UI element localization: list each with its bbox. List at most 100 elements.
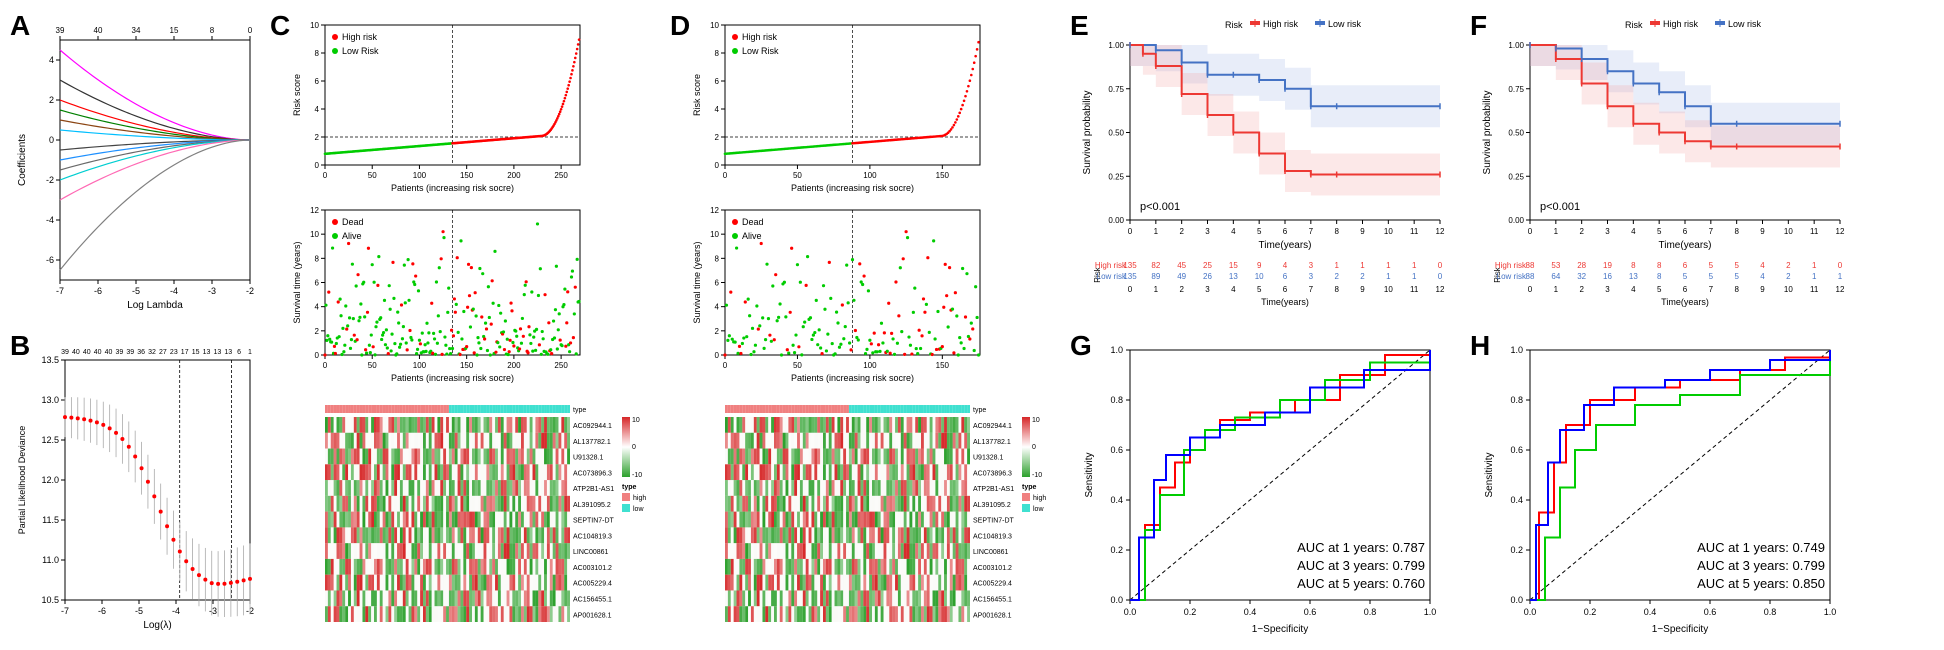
svg-text:200: 200 (507, 361, 521, 370)
svg-text:type: type (1022, 484, 1037, 491)
svg-text:2: 2 (1579, 227, 1584, 236)
panel-c: C 050100150200250Patients (increasing ri… (270, 10, 660, 640)
svg-text:8: 8 (210, 26, 215, 35)
panel-a-chart: -7-6-5-4-3-2Log Lambda-6-4-2024Coefficie… (10, 10, 260, 320)
svg-text:-10: -10 (1032, 472, 1042, 479)
svg-text:10: 10 (1784, 285, 1793, 294)
svg-text:53: 53 (1551, 261, 1560, 270)
panel-h: H 0.00.00.20.20.40.40.60.60.80.81.01.01−… (1470, 330, 1860, 640)
svg-text:6: 6 (1283, 227, 1288, 236)
panel-h-label: H (1470, 330, 1490, 362)
svg-text:13: 13 (224, 349, 232, 356)
svg-text:AC156455.1: AC156455.1 (973, 597, 1012, 604)
svg-text:39: 39 (126, 349, 134, 356)
svg-text:4: 4 (49, 55, 54, 65)
svg-text:1.0: 1.0 (1824, 607, 1837, 617)
svg-text:1: 1 (1334, 261, 1339, 270)
svg-text:6: 6 (315, 279, 320, 288)
svg-text:28: 28 (1577, 261, 1586, 270)
svg-text:11: 11 (1410, 285, 1419, 294)
panel-b: B -7-6-5-4-3-2Log(λ)10.511.011.512.012.5… (10, 330, 260, 640)
svg-text:-2: -2 (46, 175, 54, 185)
svg-text:9: 9 (1760, 227, 1765, 236)
svg-text:100: 100 (863, 171, 877, 180)
svg-text:AL137782.1: AL137782.1 (573, 439, 611, 446)
svg-text:8: 8 (1334, 227, 1339, 236)
svg-text:0.75: 0.75 (1108, 85, 1124, 94)
svg-text:0: 0 (49, 135, 54, 145)
svg-text:LINC00861: LINC00861 (573, 549, 609, 556)
svg-text:0.50: 0.50 (1108, 129, 1124, 138)
svg-text:50: 50 (793, 171, 802, 180)
svg-text:5: 5 (1734, 272, 1739, 281)
svg-text:AL391095.2: AL391095.2 (573, 502, 611, 509)
svg-text:8: 8 (715, 254, 720, 263)
svg-text:40: 40 (94, 349, 102, 356)
svg-text:-7: -7 (56, 286, 64, 296)
svg-text:13: 13 (213, 349, 221, 356)
svg-text:0.25: 0.25 (1108, 172, 1124, 181)
svg-text:1.0: 1.0 (1510, 345, 1523, 355)
panel-g-chart: 0.00.00.20.20.40.40.60.60.80.81.01.01−Sp… (1070, 330, 1460, 640)
svg-text:0: 0 (1128, 227, 1133, 236)
svg-text:-6: -6 (46, 255, 54, 265)
svg-text:0.8: 0.8 (1764, 607, 1777, 617)
svg-text:10: 10 (1784, 227, 1793, 236)
svg-text:Low risk: Low risk (1497, 272, 1527, 281)
svg-text:6: 6 (1283, 285, 1288, 294)
panel-c-label: C (270, 10, 290, 42)
svg-text:250: 250 (554, 171, 568, 180)
svg-text:32: 32 (148, 349, 156, 356)
svg-text:AUC at 3 years: 0.799: AUC at 3 years: 0.799 (1697, 558, 1825, 573)
svg-text:0: 0 (715, 161, 720, 170)
svg-text:AUC at 3 years: 0.799: AUC at 3 years: 0.799 (1297, 558, 1425, 573)
svg-text:5: 5 (1734, 261, 1739, 270)
svg-text:7: 7 (1709, 285, 1714, 294)
svg-text:8: 8 (1734, 227, 1739, 236)
svg-text:2: 2 (315, 327, 320, 336)
svg-text:19: 19 (1603, 261, 1612, 270)
svg-text:11: 11 (1810, 227, 1819, 236)
svg-text:-3: -3 (208, 286, 216, 296)
svg-text:AC092944.1: AC092944.1 (973, 423, 1012, 430)
svg-text:Alive: Alive (342, 231, 362, 241)
svg-text:0.0: 0.0 (1524, 607, 1537, 617)
svg-text:Low Risk: Low Risk (742, 46, 779, 56)
svg-text:Alive: Alive (742, 231, 762, 241)
svg-text:4: 4 (315, 303, 320, 312)
svg-text:10: 10 (1384, 227, 1393, 236)
svg-text:7: 7 (1709, 227, 1714, 236)
svg-text:Time(years): Time(years) (1661, 297, 1709, 307)
svg-text:0: 0 (323, 171, 328, 180)
svg-text:4: 4 (715, 105, 720, 114)
svg-text:Log(λ): Log(λ) (143, 620, 171, 631)
svg-text:type: type (973, 407, 986, 414)
svg-text:4: 4 (315, 105, 320, 114)
svg-text:4: 4 (1631, 285, 1636, 294)
svg-text:8: 8 (1657, 261, 1662, 270)
svg-text:1: 1 (1360, 261, 1365, 270)
svg-text:50: 50 (368, 361, 377, 370)
svg-text:13.0: 13.0 (41, 395, 59, 405)
svg-text:11: 11 (1410, 227, 1419, 236)
svg-text:12: 12 (1836, 227, 1845, 236)
svg-text:AC104819.3: AC104819.3 (973, 533, 1012, 540)
svg-text:4: 4 (1231, 227, 1236, 236)
svg-text:7: 7 (1309, 285, 1314, 294)
svg-text:5: 5 (1257, 227, 1262, 236)
svg-text:36: 36 (137, 349, 145, 356)
svg-text:0.00: 0.00 (1108, 216, 1124, 225)
svg-text:Partial Likelihood Deviance: Partial Likelihood Deviance (17, 426, 27, 535)
svg-text:6: 6 (315, 77, 320, 86)
svg-text:High risk: High risk (742, 32, 778, 42)
svg-text:9: 9 (1360, 227, 1365, 236)
svg-text:0.2: 0.2 (1584, 607, 1597, 617)
svg-text:2: 2 (715, 327, 720, 336)
svg-text:11: 11 (1810, 285, 1819, 294)
svg-text:23: 23 (170, 349, 178, 356)
svg-text:5: 5 (1257, 285, 1262, 294)
svg-text:Low Risk: Low Risk (342, 46, 379, 56)
svg-text:ATP2B1-AS1: ATP2B1-AS1 (573, 486, 614, 493)
panel-g: G 0.00.00.20.20.40.40.60.60.80.81.01.01−… (1070, 330, 1460, 640)
svg-text:9: 9 (1760, 285, 1765, 294)
